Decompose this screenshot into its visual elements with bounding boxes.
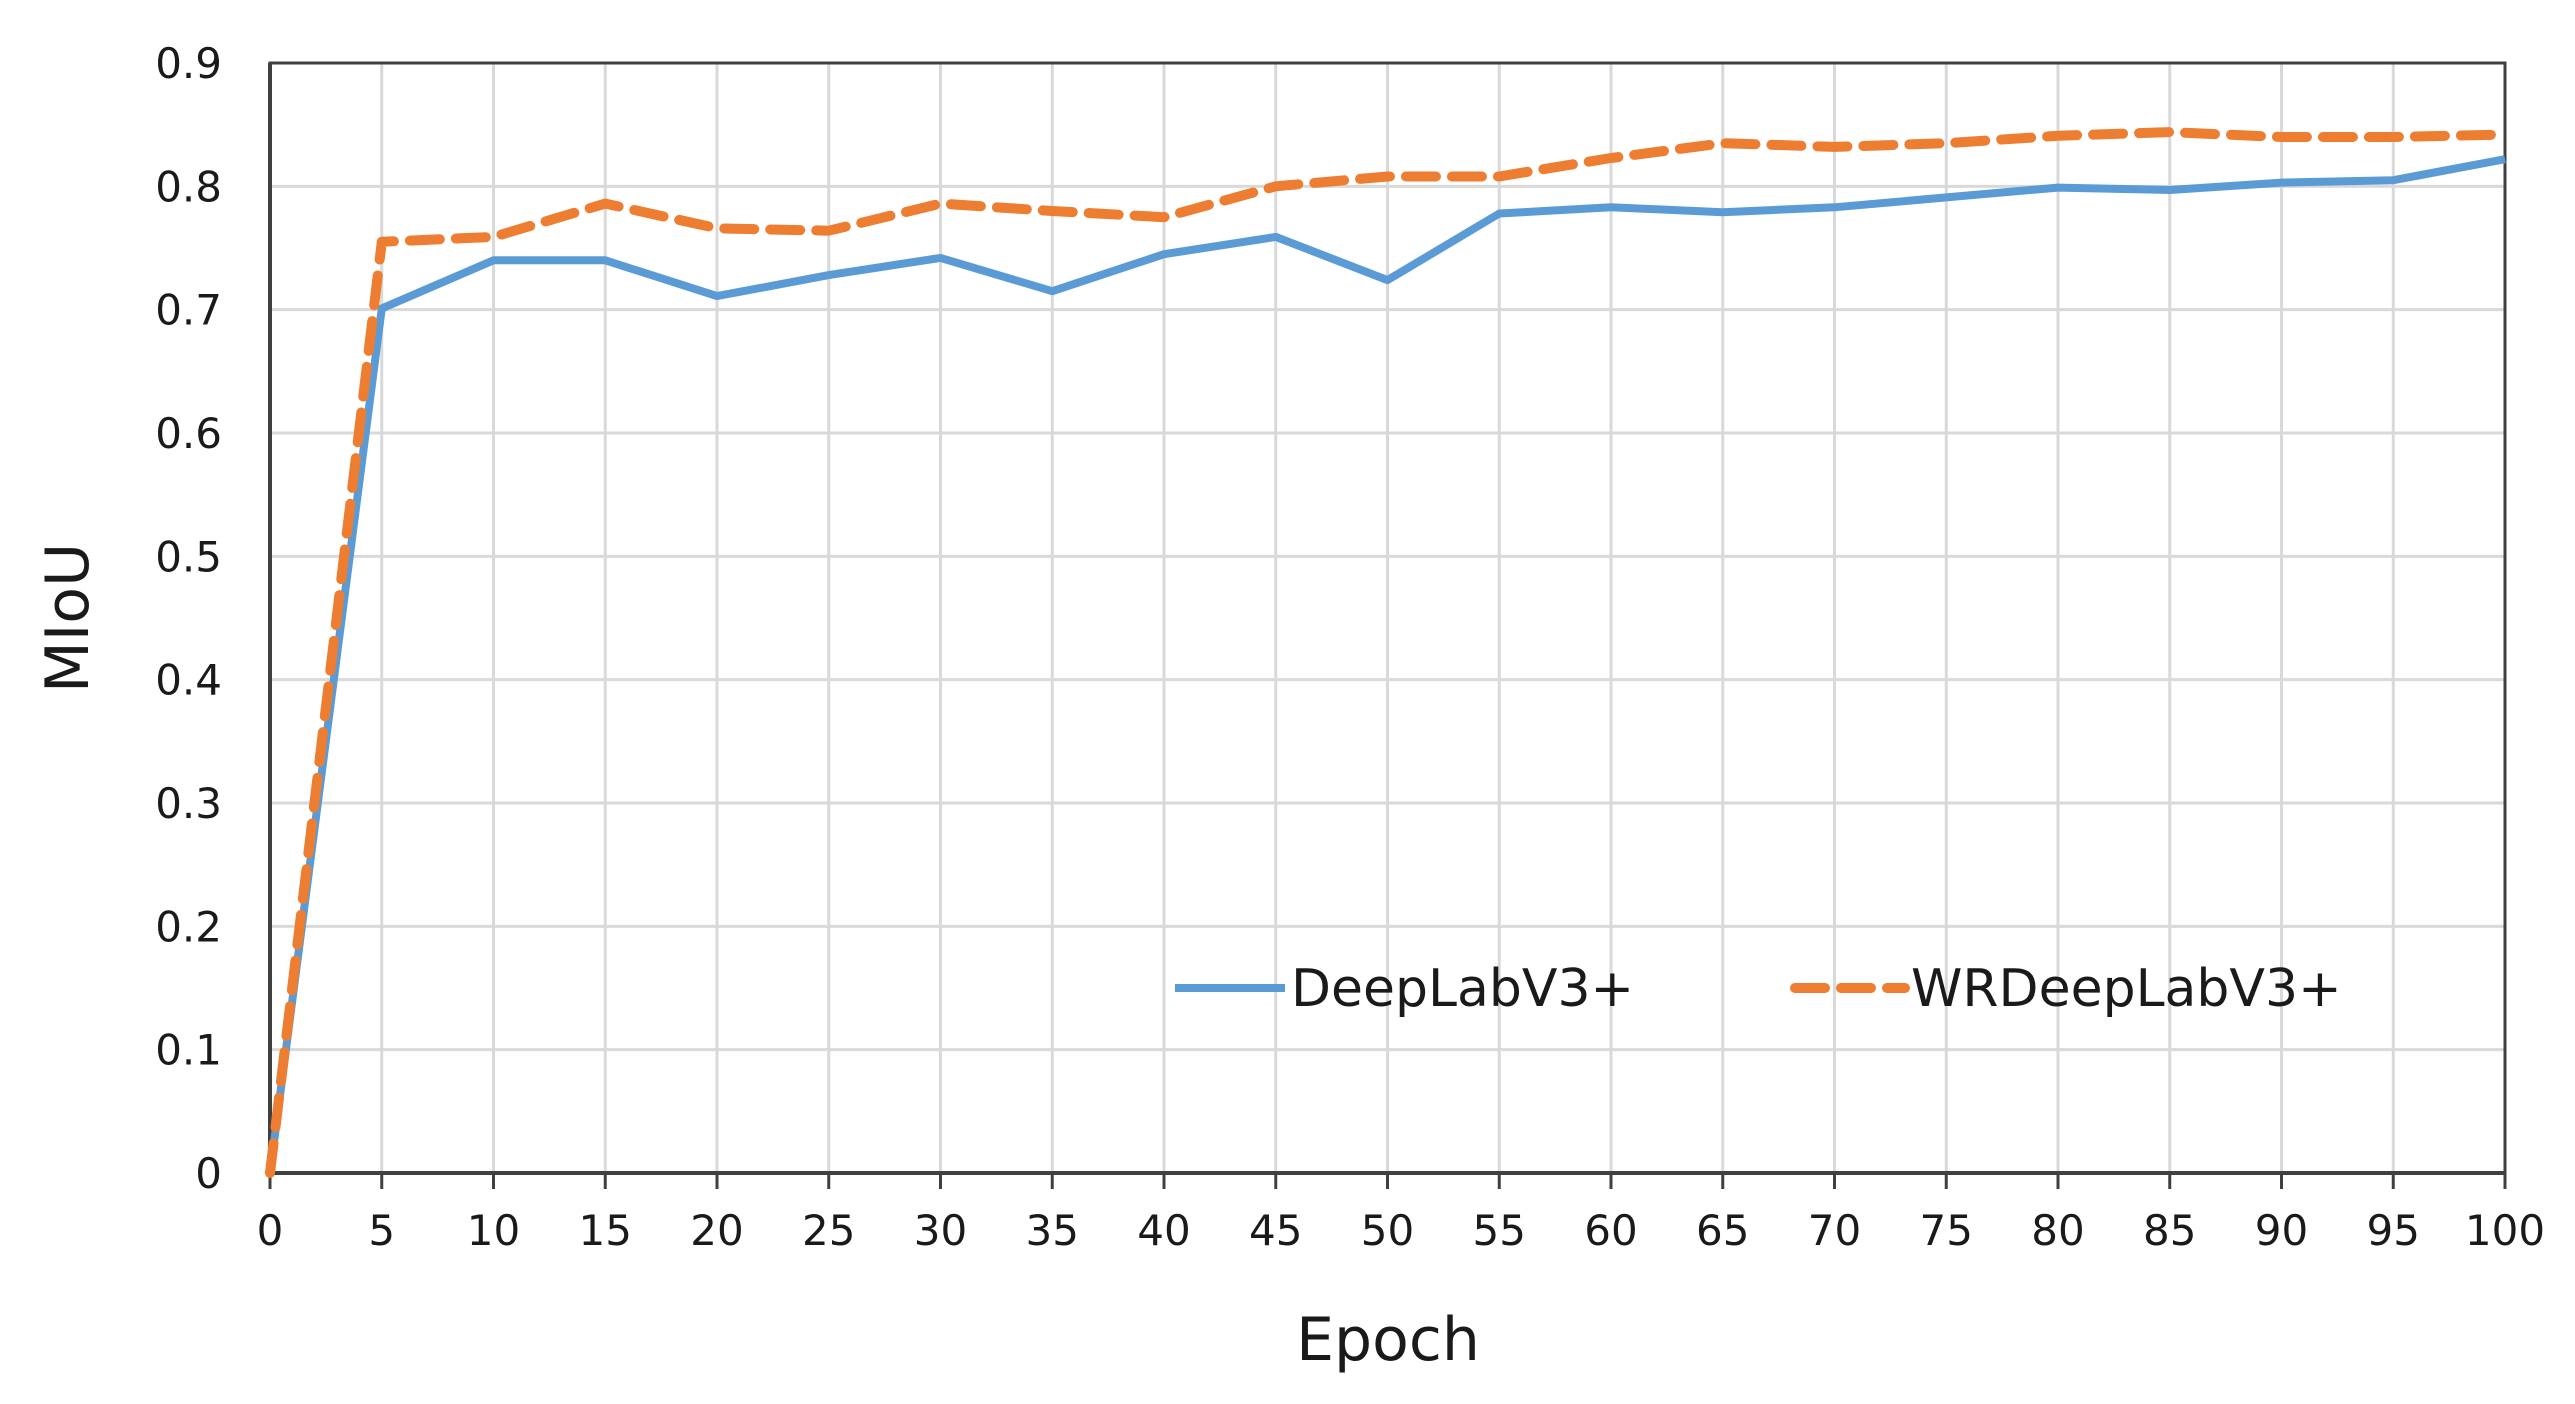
x-tick-label: 70 bbox=[1808, 1206, 1861, 1255]
x-tick-label: 75 bbox=[1920, 1206, 1973, 1255]
x-tick-label: 55 bbox=[1473, 1206, 1526, 1255]
y-tick-label: 0.4 bbox=[155, 656, 222, 705]
x-tick-label: 30 bbox=[914, 1206, 967, 1255]
legend-label: WRDeepLabV3+ bbox=[1911, 959, 2342, 1019]
legend: DeepLabV3+ WRDeepLabV3+ bbox=[1175, 959, 2342, 1019]
x-tick-label: 50 bbox=[1361, 1206, 1414, 1255]
x-tick-label: 100 bbox=[2465, 1206, 2545, 1255]
y-tick-label: 0 bbox=[195, 1149, 222, 1198]
x-tick-label: 80 bbox=[2031, 1206, 2084, 1255]
x-tick-label: 95 bbox=[2367, 1206, 2420, 1255]
x-tick-label: 5 bbox=[368, 1206, 395, 1255]
x-tick-label: 35 bbox=[1026, 1206, 1079, 1255]
axes bbox=[268, 61, 2507, 1189]
x-tick-label: 90 bbox=[2255, 1206, 2308, 1255]
series-lines bbox=[265, 127, 2510, 1178]
series-line-deeplabv3- bbox=[266, 155, 2506, 1174]
y-tick-label: 0.9 bbox=[155, 39, 222, 88]
x-tick-label: 85 bbox=[2143, 1206, 2196, 1255]
x-tick-label: 40 bbox=[1137, 1206, 1190, 1255]
x-tick-label: 65 bbox=[1696, 1206, 1749, 1255]
x-tick-label: 20 bbox=[690, 1206, 743, 1255]
y-tick-label: 0.1 bbox=[155, 1026, 222, 1075]
y-tick-label: 0.8 bbox=[155, 162, 222, 211]
legend-label: DeepLabV3+ bbox=[1291, 959, 1634, 1019]
x-tick-label: 45 bbox=[1249, 1206, 1302, 1255]
tick-labels: 0 5 10 15 20 25 30 35 40 45 50 55 60 65 70 75 80 85 90 95 10… bbox=[155, 39, 2545, 1255]
x-tick-label: 60 bbox=[1584, 1206, 1637, 1255]
y-tick-label: 0.3 bbox=[155, 779, 222, 828]
x-tick-label: 10 bbox=[467, 1206, 520, 1255]
y-tick-label: 0.2 bbox=[155, 902, 222, 951]
x-axis-title: Epoch bbox=[1296, 1305, 1480, 1375]
x-tick-label: 0 bbox=[257, 1206, 284, 1255]
y-tick-label: 0.5 bbox=[155, 532, 222, 581]
y-tick-label: 0.6 bbox=[155, 409, 222, 458]
y-tick-label: 0.7 bbox=[155, 286, 222, 335]
x-tick-label: 25 bbox=[802, 1206, 855, 1255]
x-tick-label: 15 bbox=[579, 1206, 632, 1255]
series-line-wrdeeplabv3- bbox=[265, 127, 2510, 1178]
y-axis-title: MIoU bbox=[33, 543, 103, 693]
